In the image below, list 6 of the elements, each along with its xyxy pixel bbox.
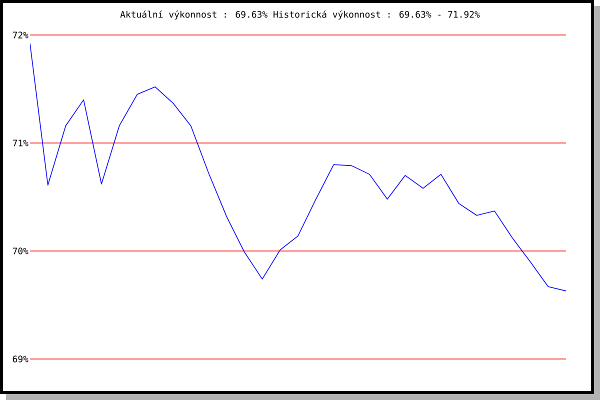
chart-title: Aktuální výkonnost : 69.63% Historická výkonnost : 69.63% - 71.92% [120, 10, 480, 20]
y-tick-label: 69% [12, 356, 28, 362]
y-tick-label: 70% [12, 248, 28, 254]
y-tick-label: 72% [12, 32, 28, 38]
line-series [30, 43, 566, 292]
y-tick-label: 71% [12, 140, 28, 146]
